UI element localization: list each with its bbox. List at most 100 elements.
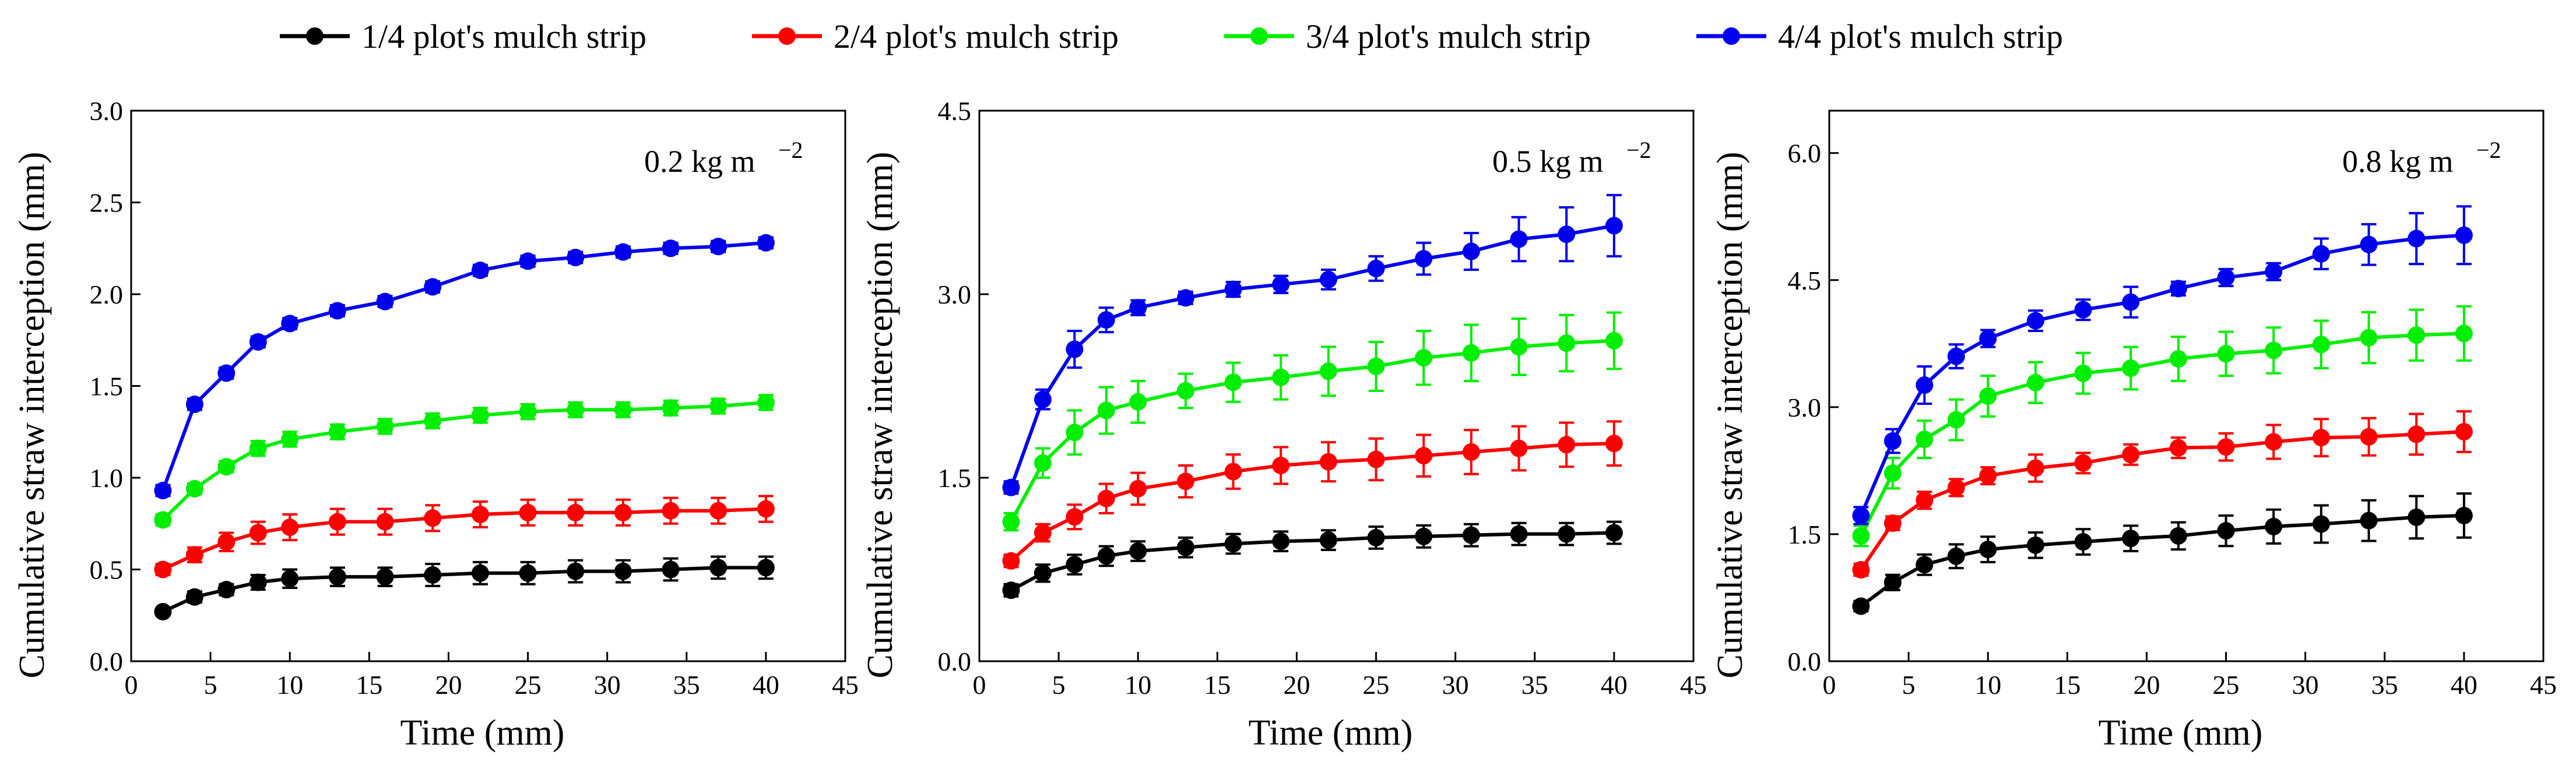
- data-point: [2217, 438, 2235, 456]
- data-point: [1097, 401, 1115, 419]
- data-point: [424, 412, 442, 430]
- x-tick-label: 45: [832, 670, 859, 700]
- x-tick-label: 5: [1052, 670, 1066, 700]
- data-point: [471, 564, 489, 582]
- series-line: [161, 400, 767, 521]
- x-tick-label: 0: [1823, 670, 1836, 700]
- chart-panel: 0 5 10 15 20 25 30 35 40 45 0.0 0.5 1.0 1.5 2.0 2.5 3.0 T…: [12, 96, 859, 753]
- data-point: [2360, 512, 2378, 530]
- y-tick-label: 3.0: [90, 96, 124, 126]
- data-point: [1979, 387, 1997, 405]
- data-point: [328, 302, 346, 320]
- plot-frame: [978, 110, 1695, 662]
- data-point: [1272, 368, 1290, 386]
- data-point: [662, 239, 680, 258]
- data-point: [185, 479, 203, 498]
- data-point: [1916, 556, 1934, 574]
- x-tick-label: 25: [515, 670, 542, 700]
- data-point: [1097, 311, 1115, 329]
- data-point: [2122, 446, 2140, 464]
- data-point: [424, 509, 442, 527]
- legend-marker: [778, 27, 796, 45]
- data-point: [519, 403, 537, 421]
- data-point: [1272, 532, 1290, 551]
- data-point: [662, 399, 680, 417]
- data-point: [1462, 242, 1480, 260]
- data-point: [2122, 530, 2140, 548]
- data-point: [217, 581, 236, 599]
- legend-item: 2/4 plot's mulch strip: [752, 17, 1119, 55]
- legend-marker: [306, 27, 324, 45]
- y-tick-label: 0.5: [90, 555, 124, 585]
- x-tick-label: 40: [753, 670, 779, 700]
- data-point: [2312, 429, 2330, 447]
- series: [154, 555, 775, 620]
- panel-annotation: 0.2 kg m: [644, 144, 755, 179]
- data-point: [2265, 263, 2283, 281]
- data-point: [567, 562, 585, 580]
- data-point: [1415, 349, 1433, 367]
- y-tick-label: 2.0: [90, 280, 124, 309]
- x-tick-label: 35: [673, 670, 700, 700]
- data-point: [328, 513, 346, 531]
- data-point: [1224, 280, 1242, 298]
- data-point: [2455, 226, 2473, 244]
- data-point: [567, 503, 585, 521]
- data-point: [1979, 467, 1997, 485]
- data-point: [1034, 524, 1052, 542]
- data-point: [1947, 478, 1965, 496]
- x-axis-title: Time (mm): [2099, 713, 2263, 753]
- data-point: [1462, 344, 1480, 362]
- data-point: [1558, 334, 1576, 352]
- data-point: [1852, 506, 1870, 524]
- y-tick-label: 0.0: [90, 647, 124, 676]
- x-tick-label: 10: [1124, 670, 1151, 700]
- data-point: [376, 568, 394, 586]
- data-point: [424, 278, 442, 296]
- data-point: [1034, 454, 1052, 472]
- data-point: [2265, 341, 2283, 359]
- data-point: [662, 502, 680, 520]
- data-point: [1558, 525, 1576, 543]
- data-point: [1034, 390, 1052, 408]
- data-point: [1916, 376, 1934, 394]
- data-point: [2026, 536, 2044, 554]
- data-point: [614, 562, 632, 580]
- data-point: [376, 292, 394, 311]
- data-point: [1947, 547, 1965, 565]
- x-tick-label: 20: [435, 670, 462, 700]
- data-point: [614, 401, 632, 419]
- data-point: [1002, 581, 1020, 599]
- legend: 1/4 plot's mulch strip 2/4 plot's mulch s…: [280, 17, 2063, 55]
- series: [154, 393, 775, 529]
- data-point: [2169, 439, 2187, 457]
- series: [1852, 410, 2473, 579]
- data-point: [1415, 250, 1433, 268]
- series: [154, 234, 775, 500]
- x-tick-label: 40: [2451, 670, 2477, 700]
- data-point: [376, 417, 394, 435]
- data-point: [2360, 329, 2378, 347]
- data-point: [281, 518, 299, 537]
- data-point: [2312, 336, 2330, 354]
- data-point: [1605, 331, 1623, 350]
- x-tick-label: 35: [2371, 670, 2398, 700]
- data-point: [1129, 393, 1147, 411]
- data-point: [2026, 373, 2044, 391]
- legend-label: 1/4 plot's mulch strip: [361, 17, 646, 55]
- x-tick-label: 20: [2133, 670, 2160, 700]
- legend-item: 1/4 plot's mulch strip: [280, 17, 646, 55]
- data-point: [1224, 373, 1242, 391]
- data-point: [1947, 411, 1965, 429]
- data-point: [1852, 597, 1870, 615]
- y-tick-label: 0.0: [938, 647, 972, 676]
- series-line: [1859, 233, 2465, 517]
- data-point: [217, 458, 236, 476]
- data-point: [217, 533, 236, 551]
- data-point: [2169, 280, 2187, 298]
- plot-frame: [1828, 110, 2545, 662]
- series: [154, 495, 775, 579]
- data-point: [1129, 479, 1147, 498]
- data-point: [1415, 447, 1433, 465]
- data-point: [2217, 269, 2235, 287]
